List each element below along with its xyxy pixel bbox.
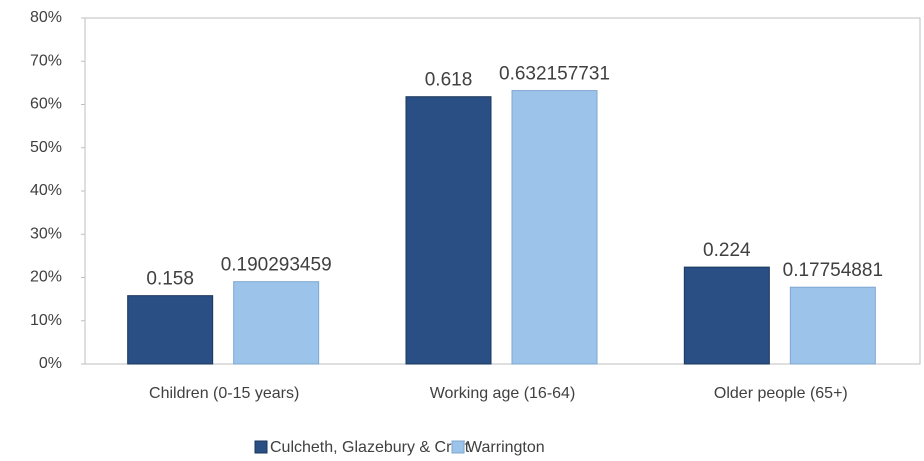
legend-label: Warrington: [467, 439, 545, 456]
legend-label: Culcheth, Glazebury & Croft: [270, 439, 470, 456]
x-tick-label: Older people (65+): [714, 385, 848, 402]
y-tick-label: 50%: [30, 139, 62, 156]
bar: [233, 281, 320, 365]
bar: [683, 266, 770, 365]
y-tick-label: 20%: [30, 269, 62, 286]
y-tick-label: 70%: [30, 52, 62, 69]
data-label: 0.632157731: [499, 64, 610, 85]
legend-swatch: [254, 440, 268, 454]
data-label: 0.224: [703, 240, 751, 261]
y-tick-label: 40%: [30, 182, 62, 199]
y-tick-label: 0%: [39, 355, 62, 372]
bar: [511, 90, 598, 365]
legend-swatch: [451, 440, 465, 454]
bar: [405, 96, 492, 365]
x-tick-label: Children (0-15 years): [149, 385, 299, 402]
y-tick-label: 30%: [30, 225, 62, 242]
data-label: 0.158: [146, 269, 194, 290]
bar: [789, 286, 876, 365]
data-label: 0.618: [425, 70, 473, 91]
y-tick-label: 60%: [30, 96, 62, 113]
data-label: 0.190293459: [221, 255, 332, 276]
y-tick-label: 80%: [30, 9, 62, 26]
x-tick-label: Working age (16-64): [430, 385, 576, 402]
y-tick-label: 10%: [30, 312, 62, 329]
bar: [127, 295, 214, 365]
data-label: 0.17754881: [783, 260, 883, 281]
